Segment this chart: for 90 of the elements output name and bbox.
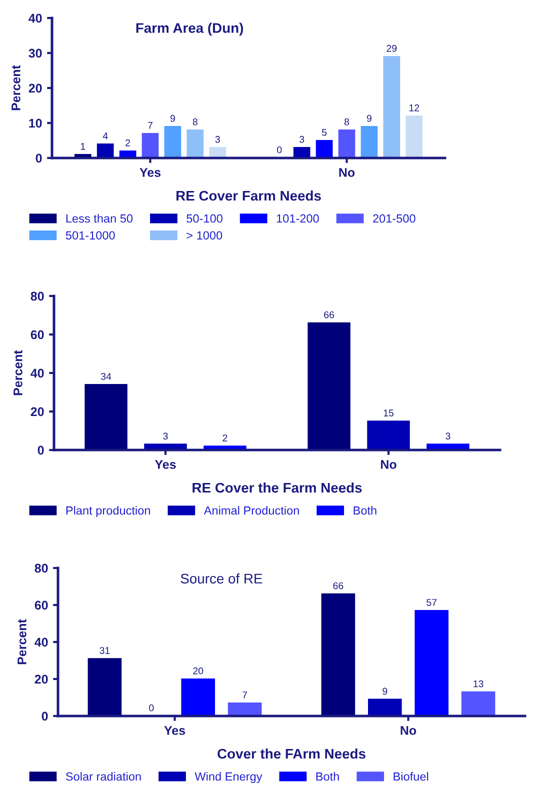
- data-label: 2: [126, 139, 130, 146]
- y-tick-label: 0: [42, 712, 48, 721]
- data-label: 1: [80, 143, 86, 150]
- data-label: 13: [474, 680, 484, 688]
- data-label: 7: [242, 692, 248, 698]
- y-tick-label: 40: [34, 638, 48, 647]
- x-tick-label: No: [339, 168, 355, 177]
- data-label: 3: [446, 432, 450, 440]
- chart-title: Source of RE: [180, 573, 262, 584]
- x-axis-title: Cover the FArm Needs: [218, 748, 366, 759]
- bar: [368, 698, 402, 716]
- data-label: 8: [344, 118, 350, 126]
- legend-label: 101-200: [276, 214, 319, 223]
- data-label: 3: [163, 432, 168, 440]
- bar: [360, 126, 378, 158]
- bar: [406, 115, 423, 158]
- y-tick-label: 80: [34, 564, 48, 573]
- data-label: 5: [322, 129, 327, 136]
- y-tick-label: 40: [30, 368, 44, 378]
- legend-label: Less than 50: [66, 214, 133, 223]
- x-axis-title: RE Cover Farm Needs: [176, 190, 321, 201]
- bar: [88, 658, 122, 716]
- y-axis-title: Percent: [14, 350, 22, 396]
- y-tick-label: 0: [36, 154, 42, 163]
- bar: [367, 420, 410, 450]
- legend-label: Animal Production: [204, 506, 299, 515]
- data-label: 34: [101, 372, 112, 380]
- y-axis-title: Percent: [18, 619, 26, 664]
- bar: [96, 143, 114, 158]
- bar: [164, 126, 182, 158]
- data-label: 29: [386, 44, 397, 52]
- data-label: 9: [170, 114, 175, 122]
- data-label: 0: [277, 146, 282, 154]
- bar: [293, 146, 310, 158]
- y-tick-label: 60: [30, 330, 44, 340]
- y-tick-label: 40: [28, 14, 42, 23]
- y-tick-label: 80: [30, 292, 44, 301]
- data-label: 31: [100, 647, 110, 654]
- y-tick-label: 10: [29, 118, 42, 128]
- legend-label: 501-1000: [66, 231, 115, 240]
- data-label: 7: [148, 122, 152, 129]
- bar: [414, 610, 448, 716]
- data-label: 2: [222, 434, 228, 442]
- x-tick-label: No: [381, 460, 396, 469]
- bar: [321, 593, 356, 716]
- x-tick-label: Yes: [140, 168, 161, 177]
- legend-label: 201-500: [373, 214, 416, 223]
- bar: [308, 322, 350, 450]
- legend-label: 50-100: [186, 214, 222, 223]
- data-label: 3: [300, 136, 304, 143]
- y-tick-label: 20: [28, 84, 42, 93]
- bar: [142, 132, 159, 158]
- data-label: 9: [366, 114, 372, 122]
- bar: [84, 384, 128, 450]
- legend-label: Both: [316, 772, 339, 781]
- data-label: 3: [215, 136, 220, 143]
- bar: [316, 140, 333, 158]
- bar: [209, 146, 226, 158]
- x-tick-label: Yes: [154, 460, 176, 469]
- data-label: 0: [149, 704, 154, 712]
- legend-label: Wind Energy: [194, 772, 262, 784]
- bar: [383, 56, 400, 158]
- data-label: 66: [333, 582, 344, 590]
- chart-title: Farm Area (Dun): [136, 22, 244, 36]
- data-label: 12: [409, 104, 420, 112]
- legend-label: Biofuel: [394, 772, 428, 781]
- y-tick-label: 30: [28, 48, 42, 58]
- bar: [338, 129, 356, 158]
- x-tick-label: No: [400, 726, 416, 735]
- data-label: 57: [426, 599, 437, 606]
- bar: [461, 691, 496, 716]
- legend-label: Both: [354, 506, 376, 515]
- y-tick-label: 20: [30, 407, 44, 416]
- data-label: 8: [192, 118, 198, 126]
- y-tick-label: 0: [38, 446, 44, 455]
- data-label: 15: [384, 410, 394, 416]
- legend-label: Solar radiation: [66, 772, 141, 781]
- data-label: 20: [193, 667, 204, 674]
- bar: [186, 129, 204, 158]
- data-label: 9: [382, 688, 388, 695]
- data-label: 66: [324, 311, 334, 318]
- x-tick-label: Yes: [164, 726, 186, 735]
- x-axis-title: RE Cover the Farm Needs: [192, 482, 362, 493]
- bar: [181, 678, 215, 716]
- y-tick-label: 60: [34, 600, 48, 610]
- y-tick-label: 20: [34, 674, 48, 684]
- y-axis-title: Percent: [12, 65, 20, 110]
- legend-label: Plant production: [66, 506, 150, 518]
- legend-label: > 1000: [186, 231, 222, 240]
- data-label: 4: [102, 132, 108, 140]
